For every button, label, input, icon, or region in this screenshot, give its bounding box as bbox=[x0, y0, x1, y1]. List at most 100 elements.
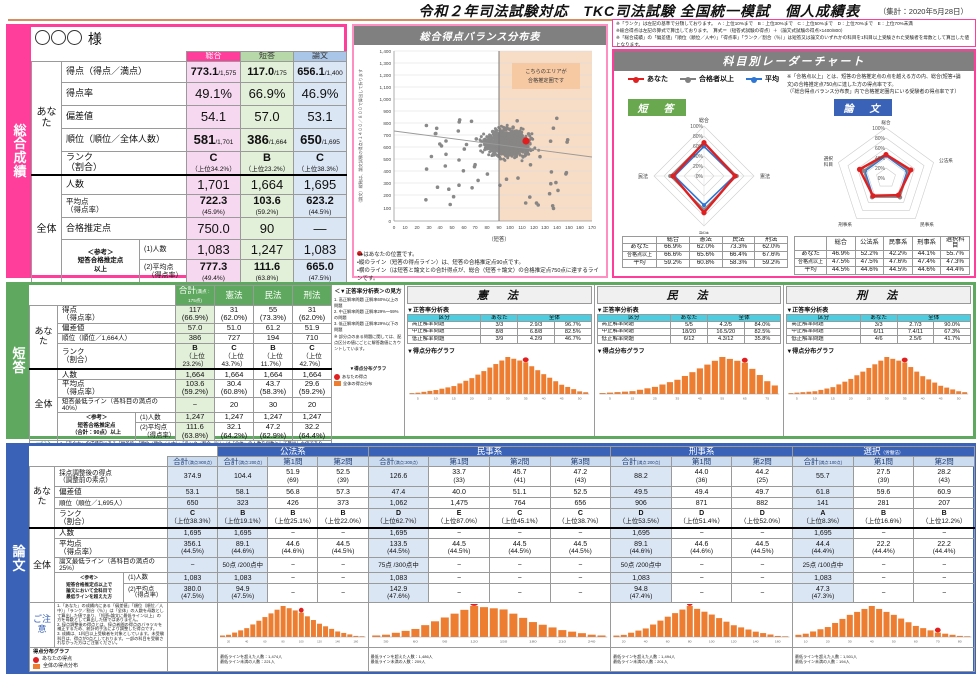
cell-count-sogo: 1,701 bbox=[186, 173, 241, 196]
ronbun-score-c1: 104.4 bbox=[217, 466, 269, 488]
ronbun-ml-c4: 75点 /300点中 bbox=[367, 557, 430, 574]
ronbun-dev-c3: 57.3 bbox=[317, 486, 369, 499]
ronbun-dev-c5: 40.0 bbox=[428, 486, 490, 499]
am-row-high: 高正解率問題 bbox=[596, 321, 672, 330]
ronbun-ml-c1: 50点 /200点中 bbox=[217, 557, 269, 574]
ronbun-section-label: 論文 bbox=[9, 446, 29, 671]
rr-avg-keijikei: 44.6% bbox=[911, 265, 942, 275]
analysis-keiho: 刑 法 ▼正答率分析表 区分 あなた 全体 高正解率問題 3/3 2.7/3 9… bbox=[784, 285, 973, 436]
ronbun-rk-c5: E （上位87.0%） bbox=[428, 508, 490, 529]
svg-text:600: 600 bbox=[383, 145, 391, 150]
svg-text:100: 100 bbox=[299, 639, 304, 643]
cell-rate-sogo: 49.1% bbox=[186, 81, 241, 106]
ronbun-dist-legend: 得点分布グラフ あなたの得点 全体の得点分布 bbox=[29, 646, 168, 673]
cell-score-tanto: 117.0/175 bbox=[240, 60, 294, 83]
tanto-ref-count-keiho: 1,247 bbox=[292, 412, 332, 424]
ronbun-ra-c4: 142.9 (47.6%) bbox=[367, 583, 430, 604]
am-allpct-low: 35.8% bbox=[743, 335, 782, 344]
ronbun-row-label-minline: 論文最低ライン（各科目の満点の25%） bbox=[54, 557, 168, 574]
ronbun-rn-c8: 906 bbox=[610, 497, 672, 510]
svg-text:民法: 民法 bbox=[638, 173, 648, 180]
ake-row-mid: 中正解率問題 bbox=[786, 328, 861, 337]
svg-text:総合: 総合 bbox=[881, 119, 891, 126]
ronbun-row-label-dev: 偏差値 bbox=[54, 486, 168, 499]
ronbun-caution-text: 1.「あなた」の成績内にある「偏差値」「順位（順位／人中）」「ランク／割合（％）… bbox=[54, 602, 168, 648]
rt-hd-sogo: 総合 bbox=[656, 235, 690, 245]
svg-text:10: 10 bbox=[813, 396, 817, 400]
table-row: 低正解率問題 3/9 4.2/9 46.7% bbox=[406, 335, 592, 344]
radar-tanto-table: 総合 憲法 民法 刑法 あなた 66.9% 62.0% 73.3% 62.0% … bbox=[622, 235, 788, 268]
svg-text:80: 80 bbox=[282, 639, 286, 643]
table-row: 合格点以上 47.5% 47.5% 47.6% 47.4% 47.3% bbox=[794, 257, 970, 267]
tanto-row-label-dev: 偏差値 bbox=[57, 322, 176, 334]
rr-you-minjikei: 42.2% bbox=[883, 250, 913, 259]
svg-text:20: 20 bbox=[826, 640, 830, 644]
ronbun-ml-c13: − bbox=[913, 557, 975, 574]
cell-pass-est-tanto: 90 bbox=[240, 217, 294, 241]
svg-text:総合: 総合 bbox=[699, 117, 709, 124]
ronbun-rk-c3: B （上位22.0%） bbox=[317, 508, 369, 529]
ronbun-cnt-c13: − bbox=[913, 526, 975, 540]
ronbun-avg-c0: 356.1 (44.5%) bbox=[166, 538, 219, 559]
ronbun-caution-label: ご注意 bbox=[28, 602, 56, 648]
svg-text:65: 65 bbox=[743, 396, 747, 400]
ronbun-rn-c3: 373 bbox=[317, 497, 369, 510]
tanto-dev-kenpo: 51.0 bbox=[214, 322, 254, 334]
table-row: 中正解率問題 8/8 6.8/8 82.5% bbox=[406, 328, 592, 337]
tanto-score-keiho: 31 (62.0%) bbox=[292, 304, 332, 324]
rt-you-minpo: 73.3% bbox=[721, 243, 756, 253]
your-score-point bbox=[522, 137, 530, 145]
cell-score-ronbun: 656.1/1,400 bbox=[293, 60, 347, 83]
ronbun-group-all: 全体 bbox=[28, 526, 56, 604]
ronbun-score-table: 公法系 民事系 刑事系 選択（労働法） 合計(満点:800点) 合計(満点:20… bbox=[28, 445, 975, 673]
svg-text:80: 80 bbox=[484, 225, 490, 230]
svg-text:75: 75 bbox=[765, 396, 769, 400]
ake-hd-kubun: 区分 bbox=[786, 313, 861, 323]
svg-text:40: 40 bbox=[644, 640, 648, 644]
ronbun-cnt-c11: 1,695 bbox=[792, 526, 854, 540]
legend-line-you bbox=[628, 77, 644, 83]
analysis-kenpo-table-title: ▼正答率分析表 bbox=[407, 308, 449, 314]
ronbun-rn-c4: 1,062 bbox=[367, 497, 430, 510]
svg-text:240: 240 bbox=[588, 640, 596, 643]
analysis-keiho-table: 区分 あなた 全体 高正解率問題 3/3 2.7/3 90.0% 中正解率問題 … bbox=[786, 313, 972, 344]
ronbun-rc-c1: 1,083 bbox=[217, 572, 269, 585]
col-header-tanto: 短答 bbox=[240, 51, 294, 62]
top-note-3: ※「総合成績」の「偏差値」「順位（順位／人中）」「得点率」「ランク／割合（％）」… bbox=[616, 34, 970, 47]
tanto-dev-keiho: 51.9 bbox=[292, 322, 332, 334]
ronbun-rc-c11: 1,083 bbox=[792, 572, 854, 585]
ronbun-ref-label: ＜参考＞ 短答合格推定点以上で 論文において全科目で 最低ラインを超えた方 bbox=[54, 572, 125, 604]
cell-rank-tanto: B （上位23.2%） bbox=[240, 150, 294, 176]
cell-ref-avg-tanto: 111.6 (63.8%) bbox=[240, 259, 294, 285]
ronbun-avg-c8: 89.1 (44.6%) bbox=[610, 538, 672, 559]
radar-tag-ronbun: 論 文 bbox=[834, 98, 892, 116]
ronbun-rk-c10: D （上位52.0%） bbox=[731, 508, 794, 529]
cell-avg-ronbun: 623.2 (44.5%) bbox=[293, 194, 347, 219]
analysis-minpo-table-title: ▼正答率分析表 bbox=[596, 308, 639, 314]
cell-rank-num-tanto: 386/1,664 bbox=[240, 127, 294, 152]
ronbun-note-sentaku: 最低ラインを超えた人数：1,501人 最低ライン未満の人数：194人 bbox=[792, 646, 975, 673]
ronbun-score-c10: 44.2 (25) bbox=[731, 466, 794, 488]
svg-text:1,000: 1,000 bbox=[380, 97, 392, 102]
am-you-mid: 18/20 bbox=[670, 328, 708, 337]
ronbun-rk-c12: B （上位16.6%） bbox=[852, 508, 915, 529]
svg-text:60%: 60% bbox=[693, 144, 704, 150]
rr-row-you: あなた bbox=[794, 250, 827, 259]
ak-hd-you: あなた bbox=[480, 313, 519, 323]
ronbun-ra-c10: − bbox=[731, 583, 794, 604]
name-mask-circle bbox=[67, 30, 82, 45]
svg-text:120: 120 bbox=[317, 639, 322, 643]
svg-text:15: 15 bbox=[452, 396, 456, 400]
ronbun-ra-c6: − bbox=[488, 583, 551, 604]
svg-text:30: 30 bbox=[848, 640, 852, 644]
tanto-count-kenpo: 1,664 bbox=[214, 368, 254, 380]
ronbun-ml-c7: − bbox=[549, 557, 612, 574]
tanto-ref-label: ＜参考＞ 短答合格推定点 （合計：90点）以上 bbox=[57, 412, 136, 442]
ake-all-high: 2.7/3 bbox=[896, 321, 935, 330]
tanto-panel: 短答 合計(満点：175点) 憲法 民法 刑法 あなた 得点 （得点率） 117(… bbox=[6, 282, 976, 464]
tanto-guide-text: 1. 高正解率問題 正解率60%以上の問題 2. 中正解率問題 正解率29%〜5… bbox=[334, 297, 402, 351]
ronbun-col-grand-total: 合計(満点:800点) bbox=[166, 456, 219, 468]
tanto-guide-box: ＜▼正答率分析表＞の見方 1. 高正解率問題 正解率60%以上の問題 2. 中正… bbox=[332, 285, 405, 436]
legend-passer: 合格者以上 bbox=[680, 74, 734, 84]
tanto-col-keiho: 刑法 bbox=[292, 285, 332, 306]
